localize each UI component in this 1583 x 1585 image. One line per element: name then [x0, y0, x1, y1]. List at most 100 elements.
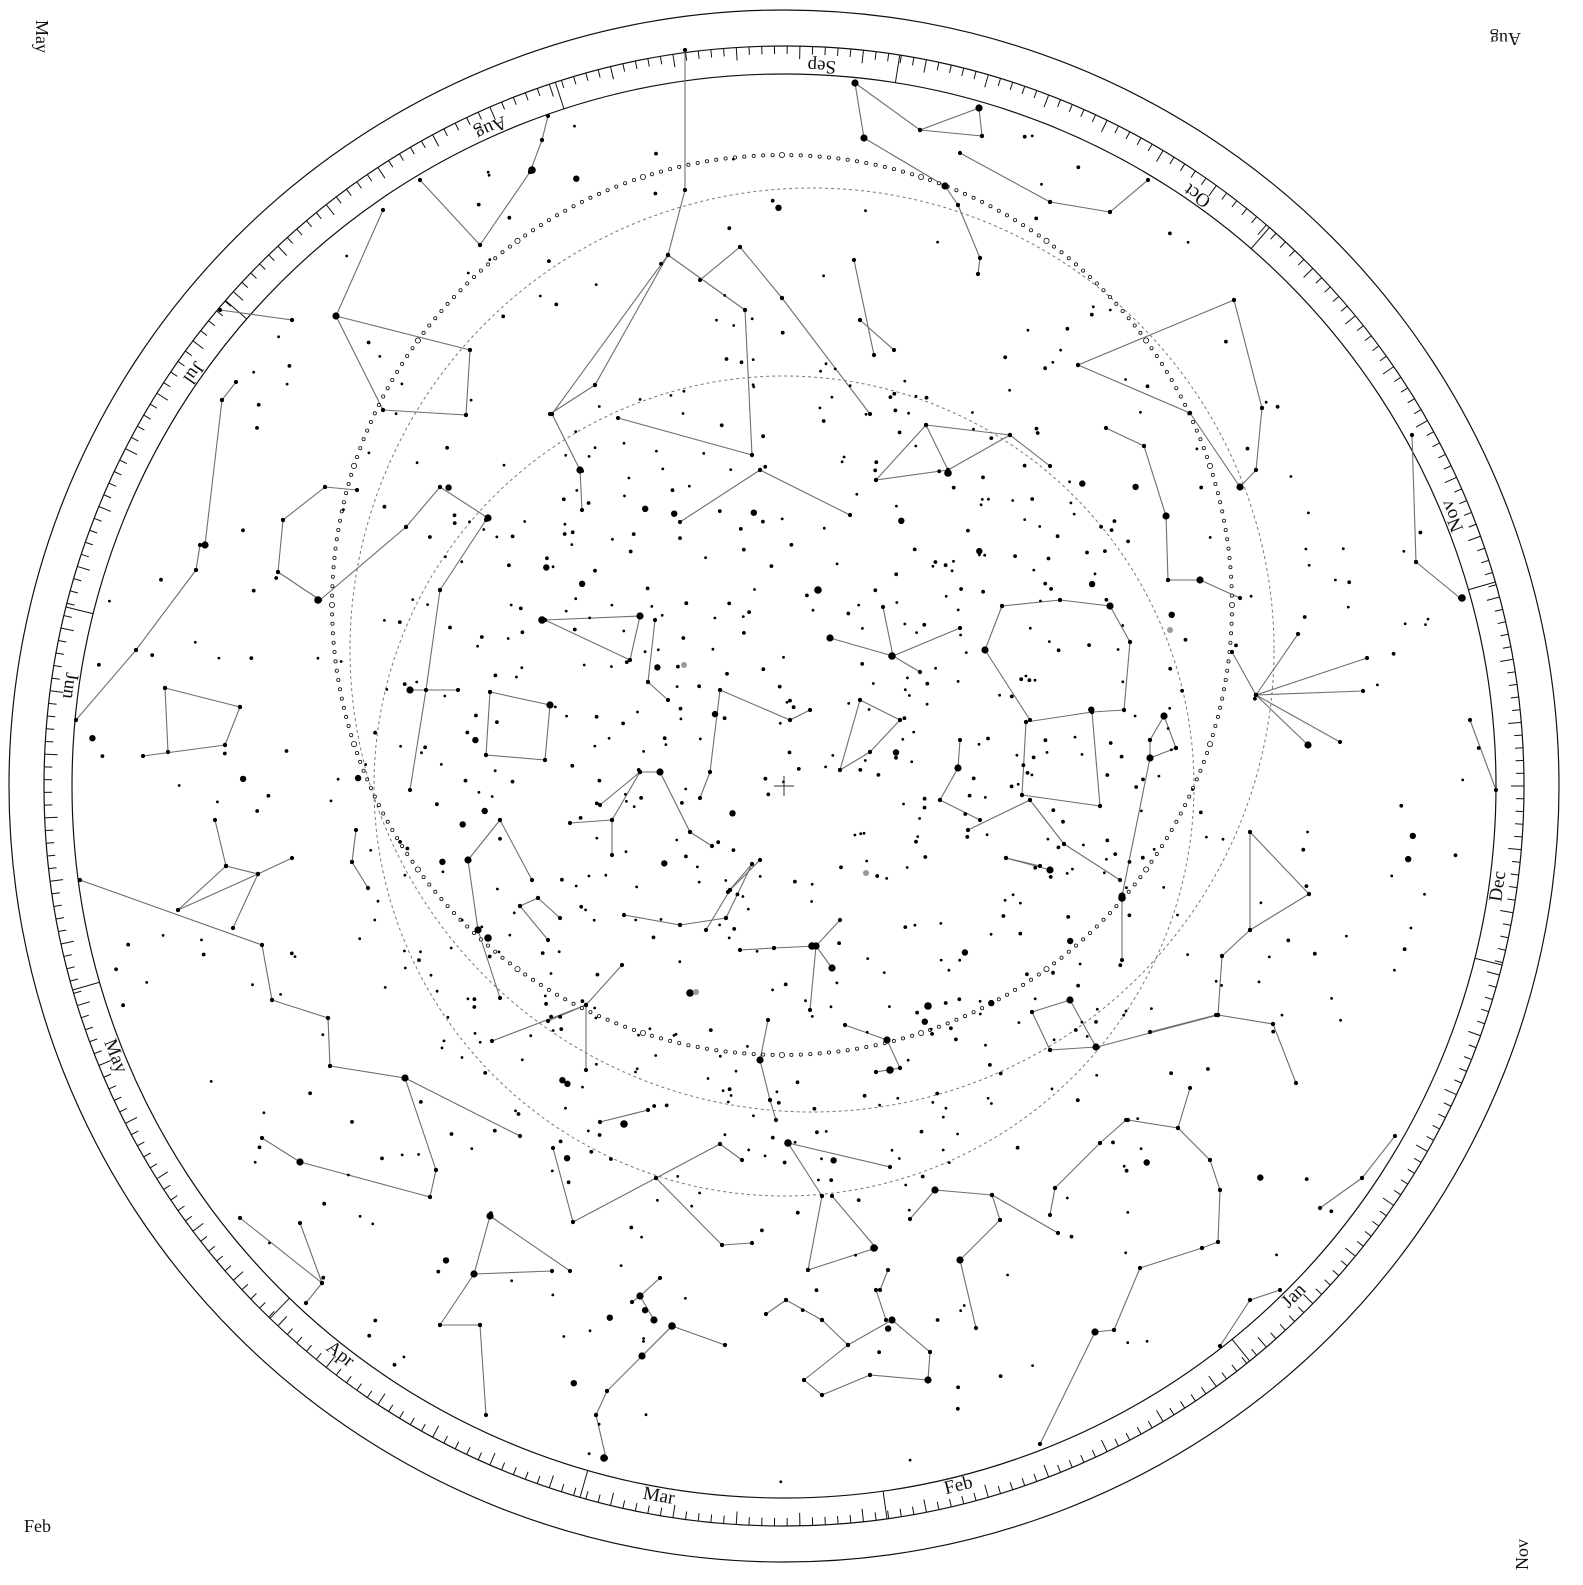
date-tick [1444, 476, 1457, 484]
star [746, 907, 750, 911]
star [1061, 841, 1067, 847]
star [570, 1380, 577, 1387]
constellation-line [1411, 434, 1417, 563]
star [280, 517, 286, 523]
star [656, 648, 660, 652]
star [108, 599, 111, 603]
star [820, 1157, 823, 1161]
star [1127, 860, 1132, 864]
date-tick [137, 425, 145, 431]
constellation-line [599, 771, 641, 806]
star [961, 949, 969, 956]
star [738, 527, 743, 531]
ecliptic-marker [971, 195, 976, 200]
star [771, 988, 774, 992]
star [976, 547, 983, 555]
star [676, 664, 680, 669]
star [871, 352, 877, 358]
star [830, 1157, 837, 1164]
date-tick [1136, 1426, 1142, 1435]
date-tick [887, 53, 890, 62]
ecliptic-marker [632, 177, 637, 182]
star [121, 1003, 125, 1008]
constellation-line [875, 424, 927, 481]
constellation-line [595, 1390, 608, 1416]
star [1413, 559, 1419, 565]
star [656, 1198, 659, 1202]
star [133, 647, 139, 653]
star [888, 1005, 891, 1008]
date-tick [420, 140, 426, 149]
star [553, 705, 557, 709]
star [1050, 1087, 1054, 1091]
ecliptic-marker [1143, 337, 1150, 344]
star [297, 1159, 303, 1165]
star [723, 1133, 727, 1137]
star [1116, 648, 1120, 651]
ecliptic-marker [465, 281, 470, 286]
bright-star [484, 934, 492, 942]
star [665, 252, 671, 258]
ecliptic-marker [376, 803, 381, 808]
star [550, 1145, 556, 1151]
date-tick [1480, 559, 1489, 564]
date-tick [949, 65, 952, 74]
ecliptic-marker [742, 154, 747, 159]
star [1330, 997, 1333, 1000]
ecliptic-marker [864, 1045, 869, 1050]
star [903, 379, 907, 383]
date-tick [131, 436, 139, 442]
star [956, 1385, 960, 1390]
star [222, 742, 228, 748]
month-label-jan: Jan [1277, 1279, 1310, 1312]
guide-circles [349, 187, 1275, 1197]
date-tick [1438, 1113, 1446, 1119]
ecliptic-marker [1174, 386, 1179, 391]
star [676, 1175, 680, 1178]
star [1038, 525, 1042, 528]
star [967, 793, 972, 798]
ecliptic-marker [1201, 446, 1206, 451]
star [1231, 297, 1237, 303]
date-tick [85, 541, 94, 546]
date-tick [1372, 345, 1380, 352]
date-tick [44, 753, 58, 756]
star [922, 805, 927, 810]
star [1186, 953, 1189, 956]
star [592, 918, 596, 922]
star [665, 697, 671, 703]
date-tick [156, 392, 169, 401]
constellation-line [1255, 694, 1341, 743]
star [631, 532, 636, 536]
star [266, 793, 271, 798]
star [433, 1167, 439, 1173]
star [765, 1017, 771, 1023]
star [862, 831, 866, 835]
date-tick [66, 966, 75, 970]
star [867, 1372, 873, 1378]
star [383, 986, 387, 989]
star [1033, 678, 1037, 682]
constellation-line [1123, 641, 1131, 711]
star [1052, 1185, 1058, 1191]
star [756, 1056, 764, 1064]
date-tick [597, 69, 601, 78]
ecliptic-marker [1043, 966, 1050, 973]
date-tick [1257, 224, 1267, 236]
star [289, 951, 294, 956]
date-tick [335, 196, 342, 204]
star [1196, 576, 1204, 584]
star [929, 1027, 933, 1031]
ecliptic-marker [330, 612, 335, 617]
date-tick [634, 1502, 638, 1512]
month-label-aug: Aug [471, 111, 510, 144]
ecliptic-marker [1194, 777, 1199, 782]
ecliptic-marker [1228, 565, 1233, 570]
star [750, 317, 754, 321]
constellation-line [925, 424, 949, 471]
star [980, 498, 984, 501]
date-tick [192, 1222, 204, 1232]
star [661, 467, 665, 471]
star [707, 769, 713, 775]
date-tick [377, 167, 386, 179]
